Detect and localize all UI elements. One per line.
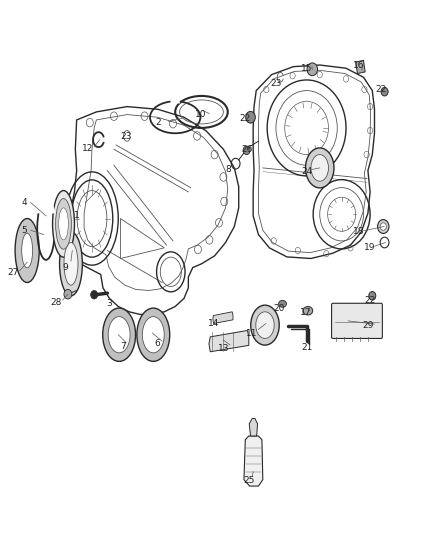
Text: 18: 18: [353, 228, 365, 236]
Text: 28: 28: [50, 298, 62, 307]
Bar: [356, 60, 365, 74]
Ellipse shape: [251, 305, 279, 345]
Text: 13: 13: [218, 344, 229, 352]
Ellipse shape: [256, 312, 274, 338]
Ellipse shape: [369, 292, 376, 300]
Text: 6: 6: [155, 340, 161, 348]
Text: 23: 23: [270, 79, 282, 88]
Text: 29: 29: [362, 321, 374, 329]
Ellipse shape: [53, 191, 74, 257]
Polygon shape: [249, 418, 258, 436]
Text: 24: 24: [301, 167, 312, 176]
Text: 22: 22: [364, 296, 376, 304]
Text: 1: 1: [74, 212, 80, 220]
Text: 14: 14: [208, 319, 219, 328]
Text: 23: 23: [120, 133, 132, 141]
Text: 26: 26: [241, 145, 252, 154]
Text: 12: 12: [82, 144, 93, 152]
Text: 22: 22: [375, 85, 387, 94]
Text: 7: 7: [120, 342, 126, 351]
Ellipse shape: [380, 223, 386, 230]
Text: 5: 5: [21, 226, 27, 235]
Ellipse shape: [108, 317, 130, 353]
Ellipse shape: [378, 220, 389, 233]
Ellipse shape: [60, 232, 82, 296]
Polygon shape: [209, 330, 249, 352]
Text: 2: 2: [155, 118, 160, 127]
Circle shape: [307, 63, 318, 76]
Text: 8: 8: [226, 165, 232, 174]
Text: 19: 19: [364, 244, 376, 252]
Text: 22: 22: [240, 114, 251, 123]
Ellipse shape: [303, 306, 313, 315]
Ellipse shape: [59, 208, 68, 240]
FancyBboxPatch shape: [332, 303, 382, 338]
Circle shape: [91, 290, 98, 299]
Text: 20: 20: [274, 304, 285, 312]
Ellipse shape: [279, 301, 286, 307]
Circle shape: [64, 289, 72, 299]
Text: 27: 27: [7, 269, 19, 277]
Polygon shape: [244, 436, 263, 486]
Text: 16: 16: [353, 61, 365, 69]
Ellipse shape: [15, 219, 39, 282]
Ellipse shape: [142, 317, 164, 353]
Ellipse shape: [21, 233, 32, 268]
Ellipse shape: [246, 111, 255, 123]
Ellipse shape: [56, 199, 71, 249]
Text: 9: 9: [62, 263, 68, 272]
Text: 4: 4: [21, 198, 27, 207]
Ellipse shape: [305, 148, 334, 188]
Ellipse shape: [381, 87, 388, 96]
Text: 25: 25: [243, 477, 254, 485]
Ellipse shape: [311, 155, 328, 181]
Text: 3: 3: [106, 300, 113, 308]
Circle shape: [243, 146, 250, 155]
Text: 17: 17: [300, 309, 311, 317]
Text: 15: 15: [301, 64, 312, 72]
Text: 10: 10: [195, 110, 206, 119]
Ellipse shape: [64, 243, 78, 285]
Polygon shape: [213, 312, 233, 324]
Ellipse shape: [137, 308, 170, 361]
Text: 21: 21: [301, 343, 312, 352]
Text: 11: 11: [246, 329, 258, 337]
Ellipse shape: [102, 308, 136, 361]
